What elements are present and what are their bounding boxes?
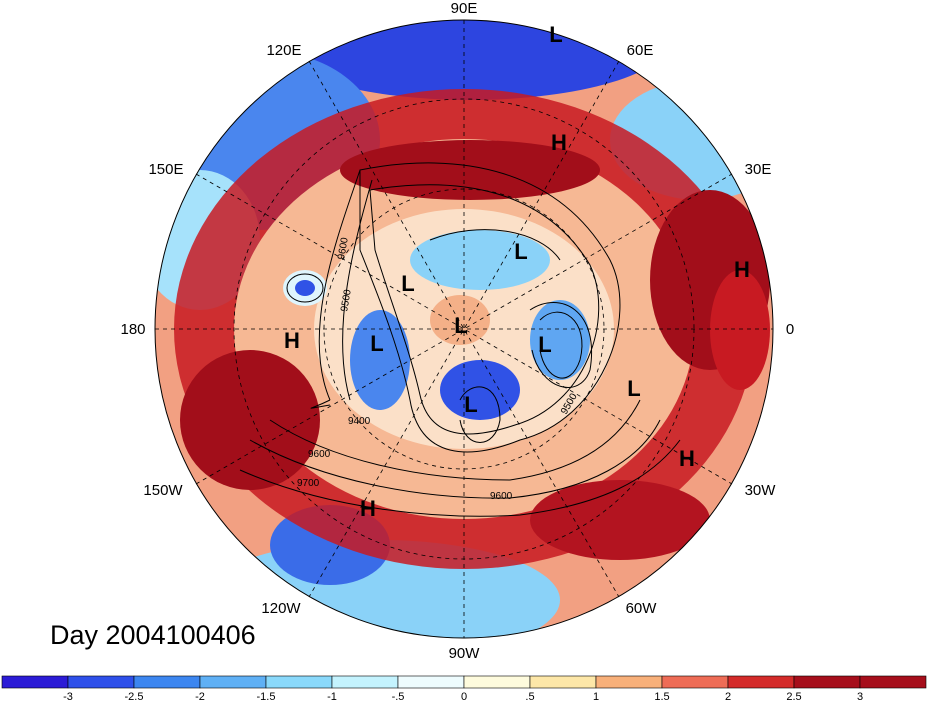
pressure-center: H (734, 257, 750, 282)
contour-label: 9600 (490, 491, 513, 502)
map-boundary (154, 19, 774, 639)
pressure-center: L (454, 313, 467, 338)
pressure-center: L (464, 392, 477, 417)
contour-label: 9600 (308, 449, 331, 460)
pressure-center: L (627, 376, 640, 401)
pressure-center: H (284, 328, 300, 353)
pressure-center: L (514, 239, 527, 264)
pressure-centers: L H L L L L L H H L L H H (284, 22, 750, 521)
lon-label-180: 180 (120, 321, 145, 338)
contour-label: 9600 (336, 236, 351, 260)
pressure-center: L (538, 332, 551, 357)
pressure-center: L (549, 22, 562, 47)
graticule (155, 20, 773, 638)
pressure-center: H (679, 446, 695, 471)
pressure-center: H (360, 496, 376, 521)
lon-label-30w: 30W (745, 482, 777, 499)
pressure-center: L (370, 331, 383, 356)
contour-label: 9700 (297, 478, 320, 489)
lon-label-120e: 120E (266, 42, 301, 59)
pressure-center: L (401, 271, 414, 296)
lon-label-90w: 90W (449, 645, 481, 662)
pressure-center: H (551, 130, 567, 155)
lon-label-60e: 60E (627, 42, 654, 59)
lon-label-60w: 60W (626, 600, 658, 617)
lon-label-90e: 90E (451, 0, 478, 17)
contour-label: 9500 (339, 288, 354, 312)
map-title: Day 2004100406 (50, 620, 256, 650)
longitude-labels: 90E 60E 120E 30E 150E 0 180 30W 150W 60W… (120, 0, 794, 662)
height-contours (239, 162, 681, 517)
lon-label-150e: 150E (148, 161, 183, 178)
contour-label: 9400 (348, 416, 371, 427)
lon-label-150w: 150W (143, 482, 183, 499)
lon-label-30e: 30E (745, 161, 772, 178)
lon-label-120w: 120W (261, 600, 301, 617)
lon-label-0: 0 (786, 321, 794, 338)
